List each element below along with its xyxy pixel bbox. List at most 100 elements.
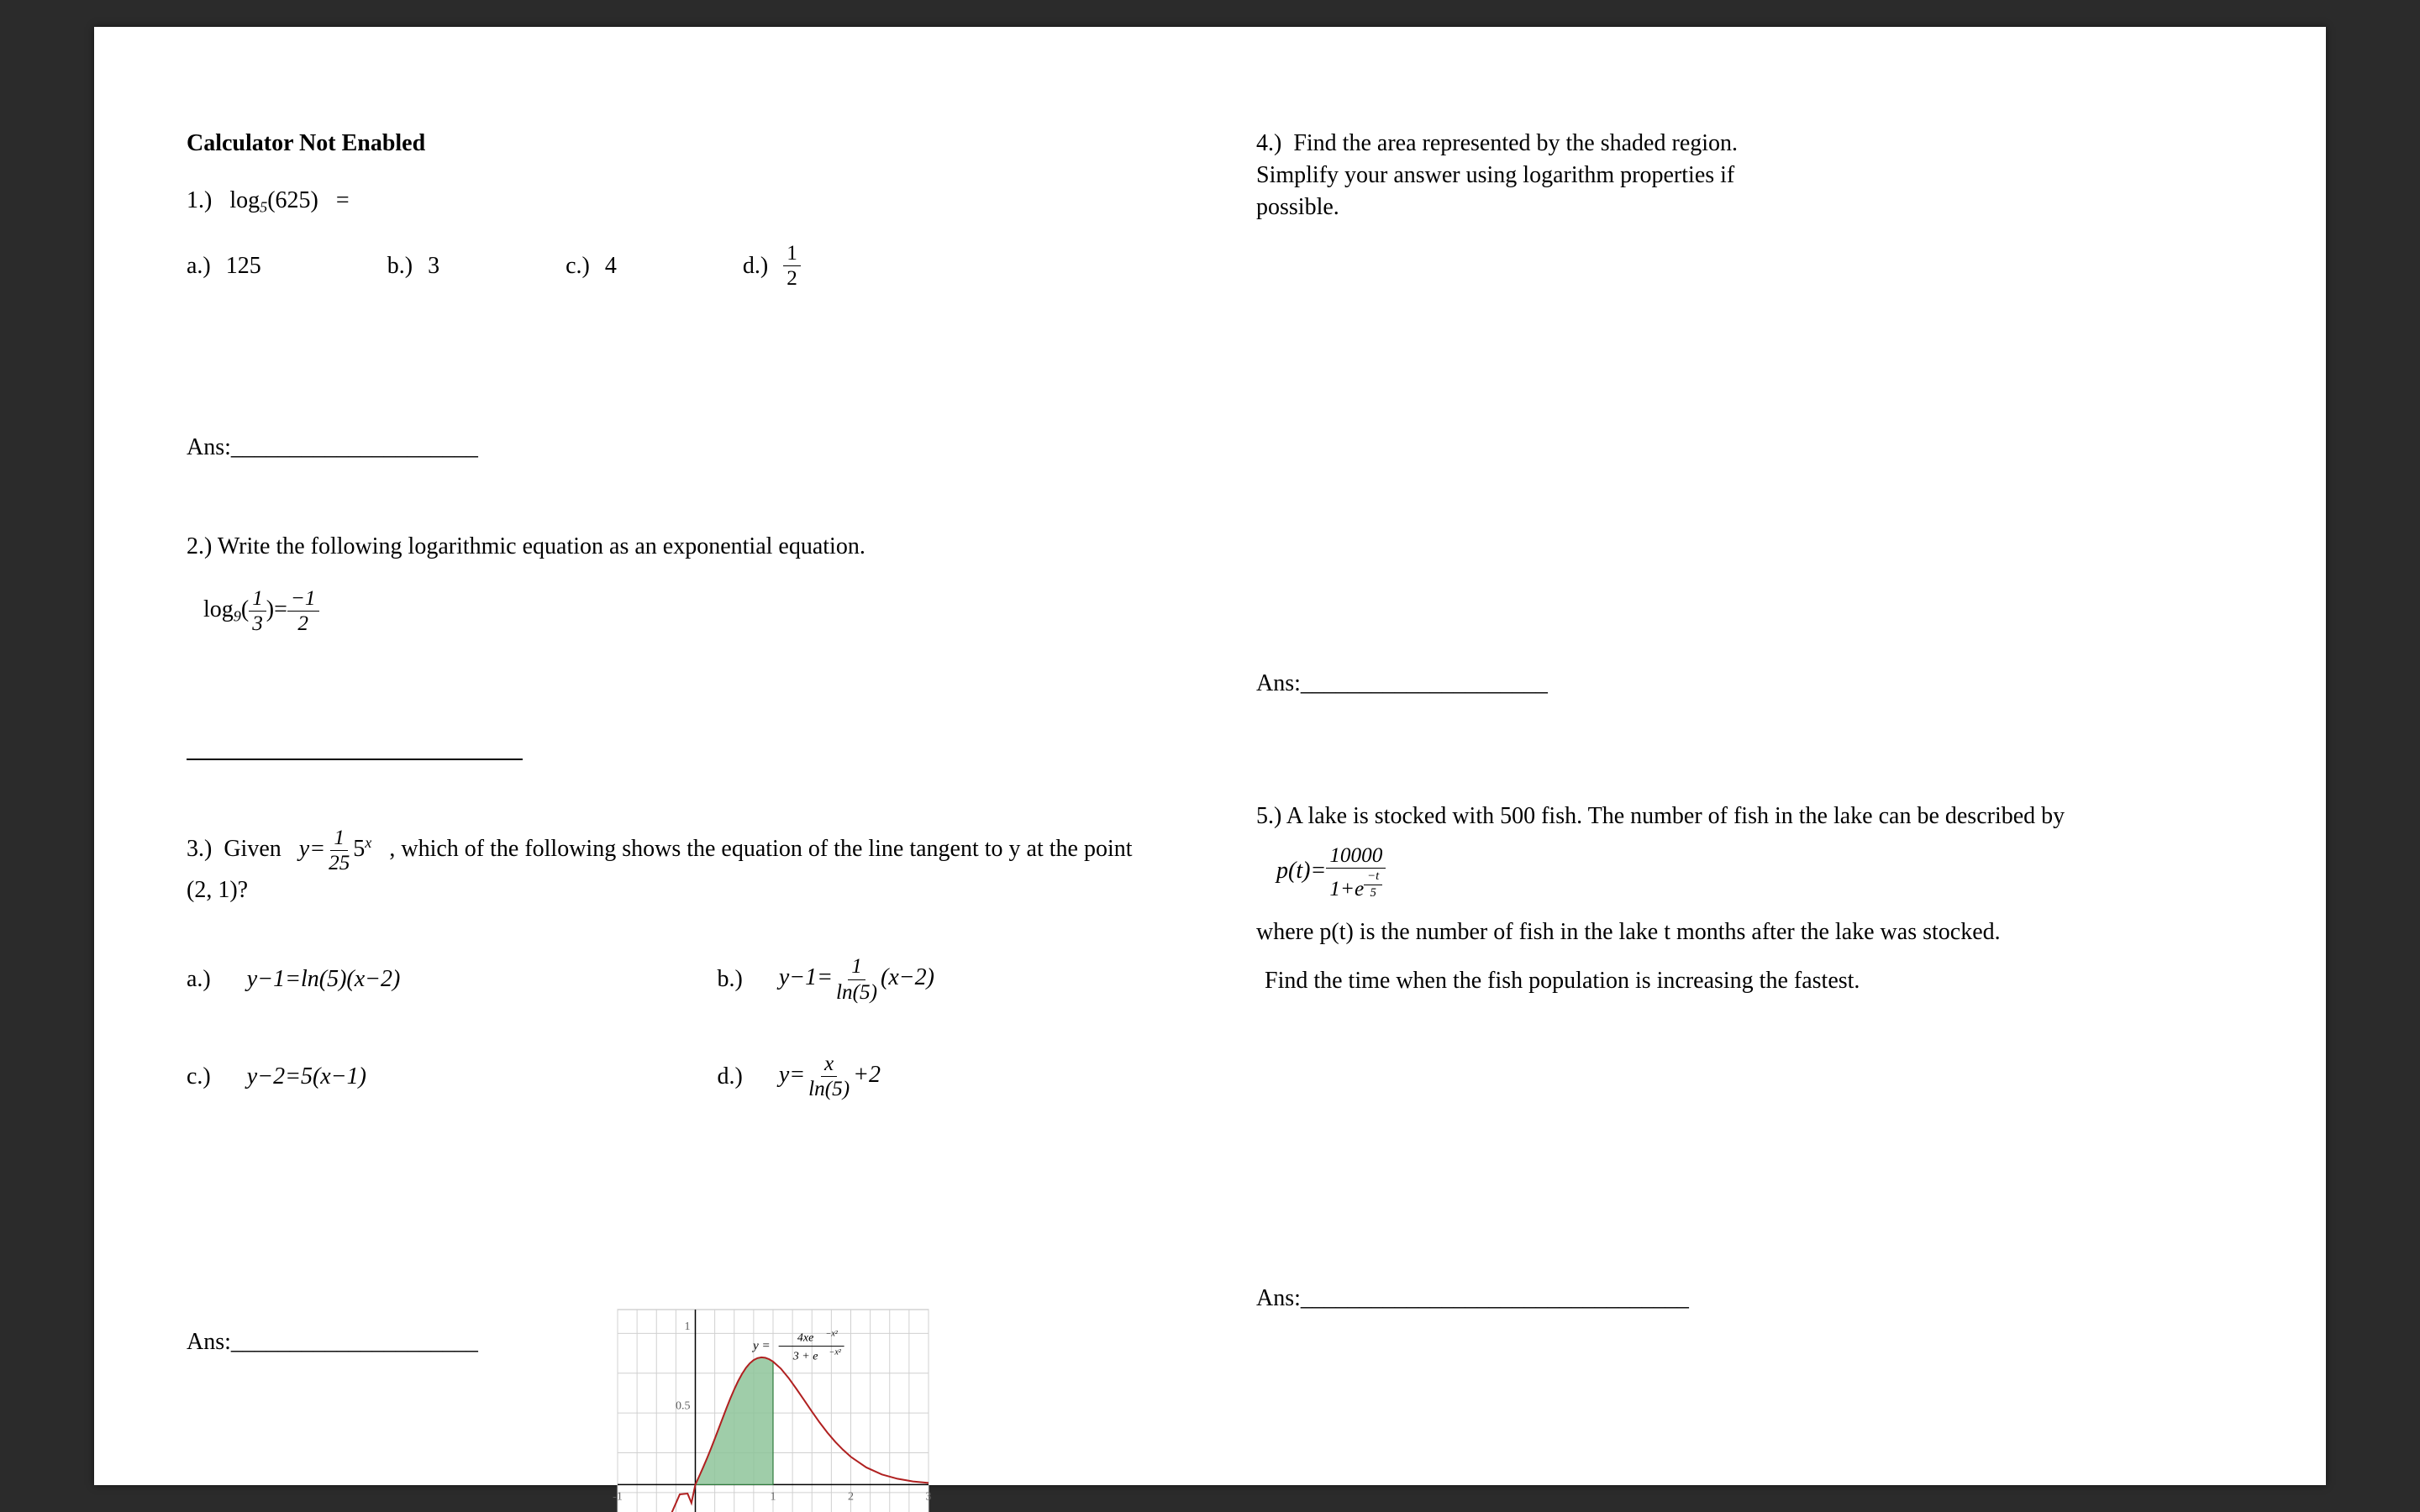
q3-frac-num: 1 (330, 827, 348, 851)
q1-choice-d: d.) 1 2 (743, 243, 801, 289)
svg-text:3 + e: 3 + e (792, 1351, 818, 1363)
question-1: 1.) log5(625) = a.) 125 b.) 3 c.) (187, 185, 1172, 497)
q4-prompt: 4.) Find the area represented by the sha… (1256, 128, 2242, 223)
q3-ylhs: y= (299, 836, 325, 862)
q1-d-num: 1 (783, 243, 801, 266)
q4-label: 4.) (1256, 130, 1281, 156)
left-column: Calculator Not Enabled 1.) log5(625) = a… (187, 128, 1172, 1485)
q3-prompt: 3.) Given y=1255x , which of the followi… (187, 827, 1172, 906)
q3-point: (2, 1)? (187, 877, 248, 903)
q4-line3: possible. (1256, 194, 1339, 220)
worksheet-page: Calculator Not Enabled 1.) log5(625) = a… (94, 27, 2326, 1485)
q3-a-label: a.) (187, 963, 211, 995)
question-5: 5.) A lake is stocked with 500 fish. The… (1256, 801, 2242, 1348)
svg-text:−x²: −x² (829, 1348, 842, 1357)
svg-text:y =: y = (751, 1340, 771, 1353)
q3-choice-c: c.) y−2=5(x−1) (187, 1053, 642, 1100)
q1-d-den: 2 (783, 266, 801, 289)
q2-rhs-num: −1 (287, 588, 319, 612)
q2-label: 2.) (187, 533, 212, 559)
q3-d-pre: y= (779, 1062, 805, 1088)
q5-prompt-text: A lake is stocked with 500 fish. The num… (1286, 803, 2065, 829)
q5-exp-den: 5 (1367, 885, 1380, 900)
q2-arg-den: 3 (249, 612, 266, 634)
q1-c-value: 4 (605, 250, 617, 282)
q5-label: 5.) (1256, 803, 1281, 829)
q3-d-label: d.) (718, 1061, 743, 1093)
q1-choice-c: c.) 4 (566, 250, 617, 282)
q1-c-label: c.) (566, 250, 590, 282)
q1-answer-line: Ans:_____________________ (187, 432, 1172, 464)
svg-text:−x²: −x² (826, 1330, 839, 1339)
q3-b-num: 1 (848, 956, 865, 979)
q2-prompt: 2.) Write the following logarithmic equa… (187, 531, 1172, 563)
q3-frac-den: 25 (325, 851, 353, 874)
q1-equals: = (336, 187, 350, 213)
question-3: 3.) Given y=1255x , which of the followi… (187, 827, 1172, 1512)
q5-lhs: p(t)= (1276, 858, 1326, 884)
q3-c-expr: y−2=5(x−1) (247, 1061, 366, 1093)
q1-label: 1.) (187, 187, 212, 213)
page-heading: Calculator Not Enabled (187, 128, 1172, 160)
q5-num: 10000 (1326, 845, 1386, 869)
q2-log-base: 9 (234, 607, 241, 624)
svg-text:-1: -1 (613, 1491, 623, 1504)
right-column: 4.) Find the area represented by the sha… (1256, 128, 2242, 1485)
svg-text:2: 2 (848, 1491, 854, 1504)
q2-arg-num: 1 (249, 588, 266, 612)
q1-d-fraction: 1 2 (783, 243, 801, 289)
question-2: 2.) Write the following logarithmic equa… (187, 531, 1172, 794)
q1-log-base: 5 (260, 198, 267, 215)
q2-log-text: log (203, 596, 234, 622)
q3-prompt-tail: , which of the following shows the equat… (389, 836, 1132, 862)
q1-choice-a: a.) 125 (187, 250, 261, 282)
q1-b-label: b.) (387, 250, 413, 282)
svg-text:3: 3 (926, 1491, 932, 1504)
svg-text:1: 1 (685, 1320, 691, 1333)
q3-d-den: ln(5) (805, 1077, 853, 1100)
q2-rhs-den: 2 (294, 612, 312, 634)
q1-d-label: d.) (743, 250, 768, 282)
question-4: 4.) Find the area represented by the sha… (1256, 128, 2242, 733)
q5-line3: Find the time when the fish population i… (1265, 965, 2242, 997)
q2-equation: log9(13)=−12 (203, 588, 1172, 634)
q3-choice-a: a.) y−1=ln(5)(x−2) (187, 956, 642, 1002)
q2-answer-line (187, 735, 523, 760)
q3-exp: x (365, 834, 371, 851)
q3-b-pre: y−1= (779, 965, 833, 991)
q3-d-post: +2 (853, 1062, 881, 1088)
svg-text:0.5: 0.5 (676, 1400, 691, 1413)
q1-a-value: 125 (226, 250, 261, 282)
q3-b-post: (x−2) (881, 965, 934, 991)
q1-log-arg: 625 (276, 187, 311, 213)
q5-prompt: 5.) A lake is stocked with 500 fish. The… (1256, 801, 2242, 832)
q3-given-text: Given (224, 836, 281, 862)
q1-choice-b: b.) 3 (387, 250, 439, 282)
q4-line1: Find the area represented by the shaded … (1293, 130, 1738, 156)
q3-answer-line: Ans:_____________________ (187, 1326, 478, 1358)
q4-answer-line: Ans:_____________________ (1256, 668, 2242, 700)
q3-choice-b: b.) y−1= 1ln(5)(x−2) (718, 956, 1173, 1002)
q1-prompt: 1.) log5(625) = (187, 185, 1172, 218)
q3-label: 3.) (187, 836, 212, 862)
q5-line2: where p(t) is the number of fish in the … (1256, 916, 2242, 948)
q4-line2: Simplify your answer using logarithm pro… (1256, 162, 1734, 188)
q3-d-num: x (821, 1053, 837, 1077)
q5-den-pre: 1+e (1329, 878, 1364, 900)
q1-log-text: log (229, 187, 260, 213)
q2-prompt-text: Write the following logarithmic equation… (218, 533, 865, 559)
q3-b-label: b.) (718, 963, 743, 995)
q3-choice-d: d.) y= xln(5)+2 (718, 1053, 1173, 1100)
shaded-region-chart: -1123-0.50.51y =4xe−x²3 + e−x² (576, 1301, 937, 1512)
q1-choices: a.) 125 b.) 3 c.) 4 d.) 1 (187, 243, 1172, 289)
svg-text:4xe: 4xe (797, 1332, 813, 1345)
q3-a-expr: y−1=ln(5)(x−2) (247, 963, 401, 995)
q3-choices: a.) y−1=ln(5)(x−2) b.) y−1=1ln(5)(x−2) c… (187, 956, 1172, 1100)
q3-c-label: c.) (187, 1061, 211, 1093)
q5-answer-line: Ans:_________________________________ (1256, 1283, 2242, 1315)
q5-exp-num: −t (1364, 870, 1382, 885)
q5-equation: p(t)= 10000 1+e−t5 (1276, 845, 2242, 900)
svg-text:1: 1 (771, 1491, 776, 1504)
q3-b-den: ln(5) (833, 980, 881, 1003)
q1-b-value: 3 (428, 250, 439, 282)
